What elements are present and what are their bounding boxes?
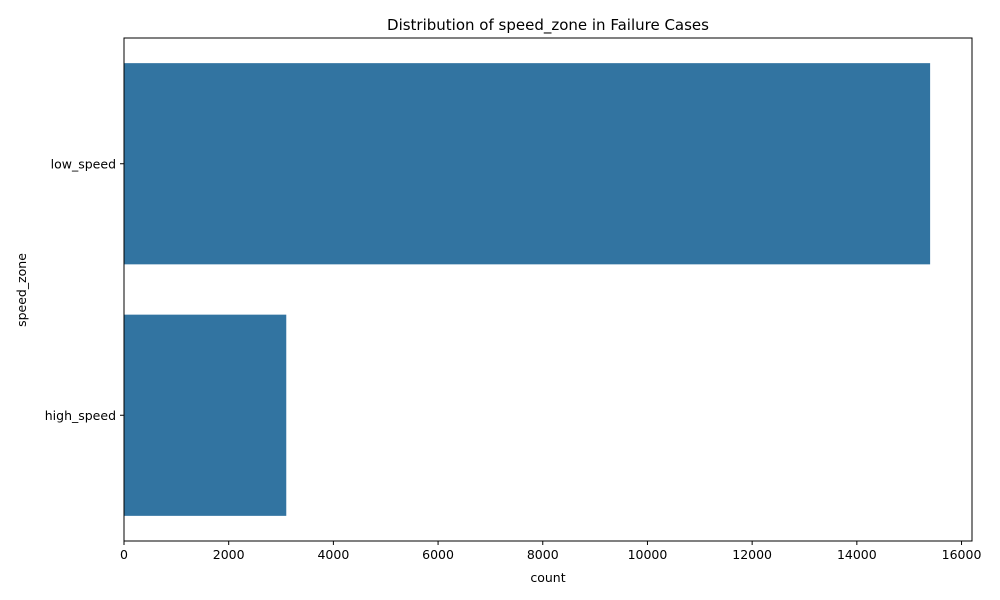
x-tick-label: 16000 [942, 547, 982, 562]
x-tick-label: 8000 [527, 547, 559, 562]
x-tick-label: 14000 [837, 547, 877, 562]
x-tick-label: 2000 [213, 547, 245, 562]
y-tick-label: low_speed [51, 156, 116, 171]
x-tick-label: 4000 [317, 547, 349, 562]
x-tick-label: 6000 [422, 547, 454, 562]
y-axis-label: speed_zone [14, 253, 29, 327]
bars-group [124, 63, 931, 516]
axes-frame [123, 37, 973, 542]
chart-title: Distribution of speed_zone in Failure Ca… [387, 16, 709, 35]
bar-low_speed [124, 63, 931, 265]
x-tick-label: 10000 [628, 547, 668, 562]
x-axis-ticks: 0 2000 4000 6000 8000 10000 12000 14000 16000 [120, 541, 981, 562]
x-tick-label: 12000 [732, 547, 772, 562]
x-axis-label: count [530, 570, 565, 585]
plot-frame [123, 37, 973, 542]
y-tick-label: high_speed [45, 408, 116, 423]
y-axis-ticks: low_speed high_speed [45, 156, 124, 423]
bar-high_speed [124, 314, 287, 516]
x-tick-label: 0 [120, 547, 128, 562]
